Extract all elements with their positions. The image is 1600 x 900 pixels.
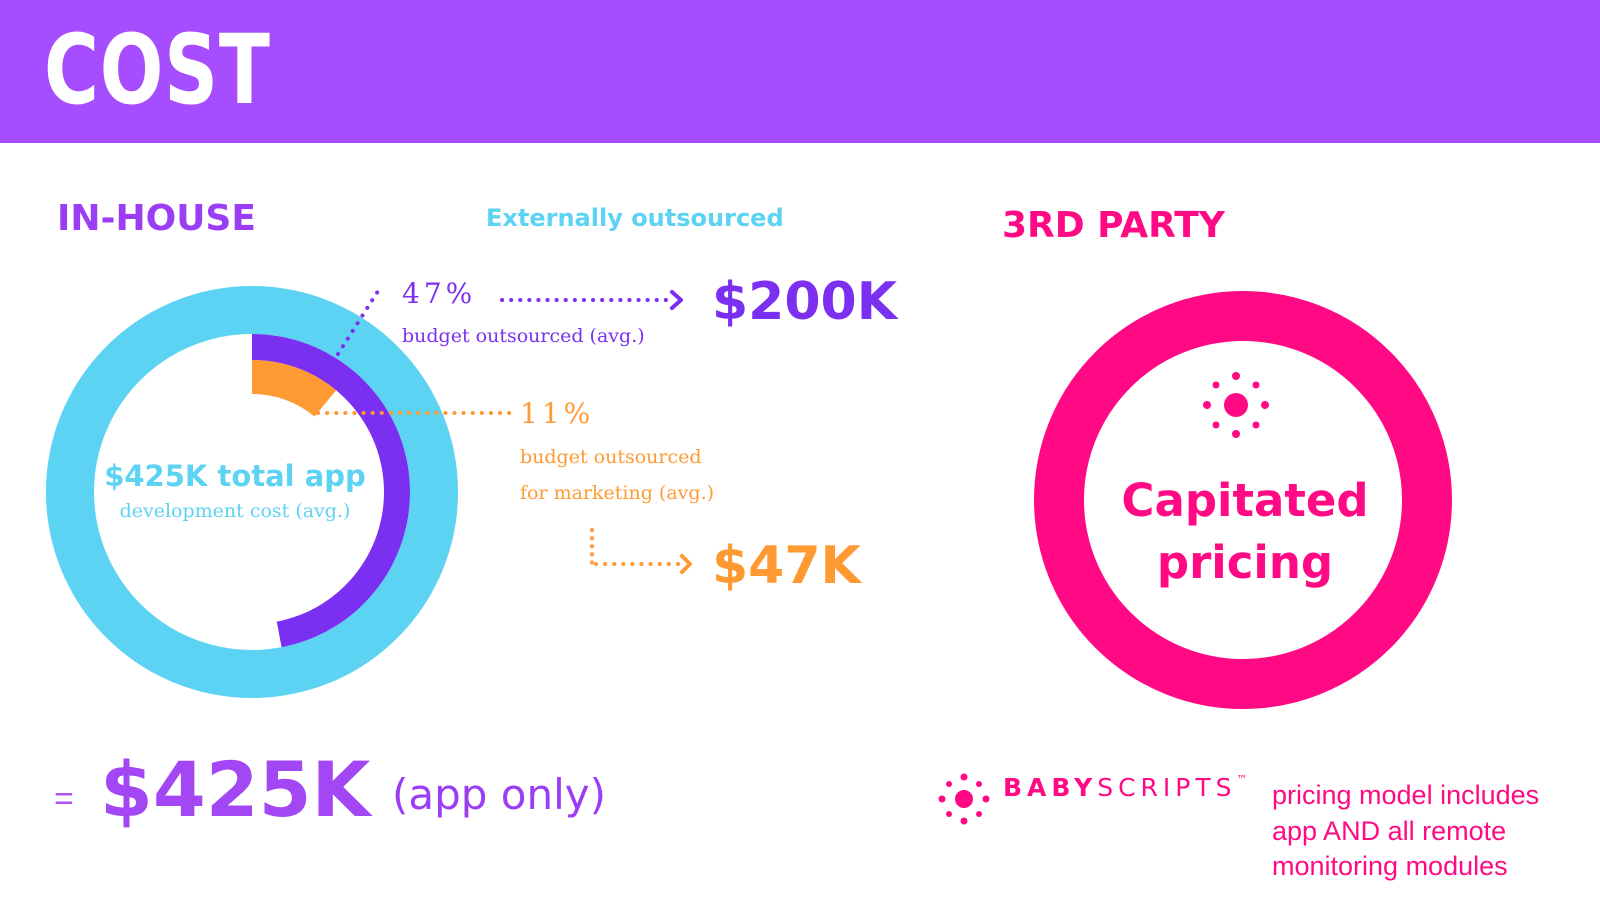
marketing-amount: $47K	[712, 536, 861, 596]
total-note: (app only)	[392, 770, 607, 819]
pricing-note: pricing model includes app AND all remot…	[1272, 778, 1592, 885]
donut-base-ring	[46, 286, 458, 698]
donut-slice-outsourced	[252, 334, 411, 648]
capitated-line1: Capitated	[1121, 474, 1369, 527]
arrow-right-icon	[590, 528, 692, 574]
donut-center-total: $425K total app	[104, 459, 366, 493]
third-party-ring	[1034, 291, 1452, 709]
brand-wordmark: BABYSCRIPTS™	[1003, 773, 1248, 802]
donut-slices	[252, 334, 411, 648]
capitated-line2: pricing	[1156, 536, 1334, 590]
page-title: COST	[44, 14, 271, 126]
pricing-note-line: monitoring modules	[1272, 851, 1508, 882]
outsourced-amount: $200K	[712, 272, 898, 332]
header-bar	[0, 0, 1600, 143]
section-in-house-title: IN-HOUSE	[57, 198, 256, 239]
donut-slice-marketing	[252, 360, 337, 417]
arrow-right-icon	[500, 290, 683, 310]
marketing-desc-line2: for marketing (avg.)	[520, 482, 715, 504]
pricing-note-line: app AND all remote	[1272, 815, 1507, 846]
section-third-party-title: 3RD PARTY	[1002, 205, 1225, 246]
brand-light: SCRIPTS	[1097, 773, 1237, 802]
brand-tm: ™	[1236, 773, 1248, 786]
brand-bold: BABY	[1003, 773, 1098, 802]
babyscripts-brand-icon	[938, 773, 990, 825]
pricing-note-line: pricing model includes	[1272, 780, 1540, 810]
capitated-pricing-text: Capitated pricing	[1040, 470, 1450, 594]
marketing-desc-line1: budget outsourced	[520, 446, 702, 468]
total-equals: =	[54, 780, 74, 818]
babyscripts-logo-icon	[1203, 372, 1269, 438]
outsourced-percent-label: 47%	[402, 277, 477, 310]
section-external-title: Externally outsourced	[486, 204, 784, 232]
total-value: $425K	[100, 745, 371, 834]
outsourced-desc: budget outsourced (avg.)	[402, 325, 645, 347]
outsourced-leader-line	[336, 286, 382, 356]
donut-center-caption: development cost (avg.)	[119, 500, 351, 522]
marketing-percent-label: 11%	[520, 397, 595, 430]
